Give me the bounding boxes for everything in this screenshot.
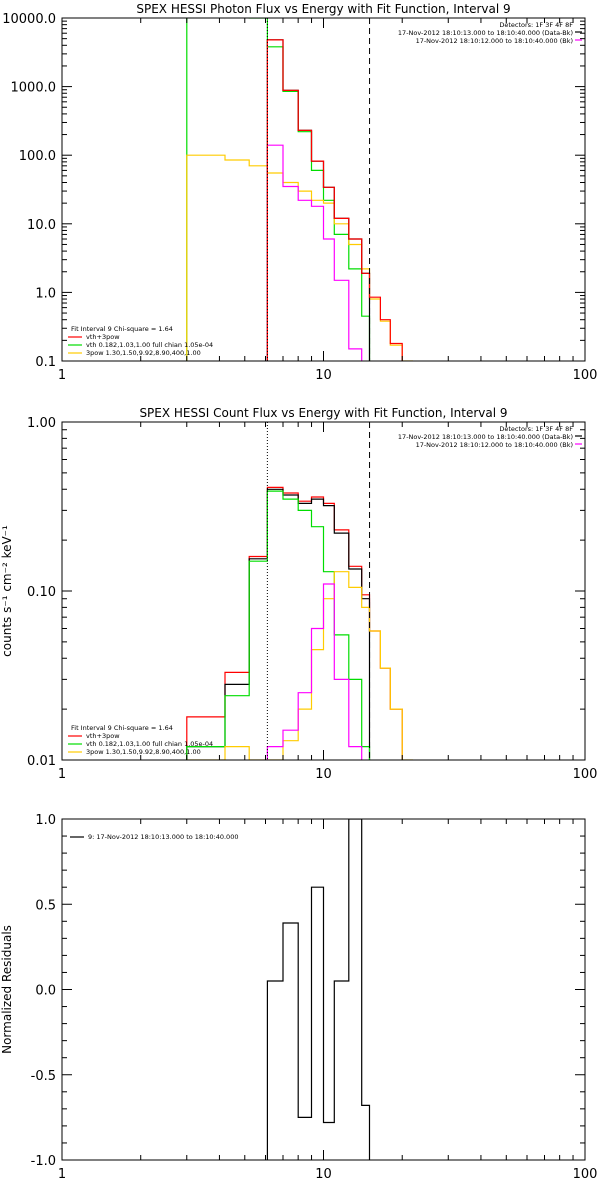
y-tick-label: 10.0 (27, 218, 56, 233)
legend-label: 9: 17-Nov-2012 18:10:13.000 to 18:10:40.… (88, 833, 238, 841)
series-line-2 (186, 154, 413, 361)
series-line-5 (266, 583, 363, 760)
x-tick-label: 10 (315, 368, 332, 383)
y-tick-label: 0.0 (35, 984, 56, 999)
series-line-2 (186, 488, 371, 760)
detector-header-line: Detectors: 1F 3F 4F 8F (499, 425, 573, 433)
y-axis-label: counts s⁻¹ cm⁻² keV⁻¹ (0, 525, 14, 657)
y-tick-label: 1.00 (27, 416, 56, 431)
y-tick-label: 1.0 (35, 813, 56, 828)
y-tick-label: 0.10 (27, 585, 56, 600)
legend-label: 3pow 1.30,1.50,9.92,8.90,400,1.00 (86, 748, 201, 756)
y-tick-label: 0.1 (35, 355, 56, 370)
x-tick-label: 100 (573, 1167, 598, 1182)
series-group (186, 18, 413, 361)
y-tick-label: 10000.0 (2, 12, 56, 27)
detector-header-line: 17-Nov-2012 18:10:12.000 to 18:10:40.000… (416, 441, 573, 449)
detector-header-line: 17-Nov-2012 18:10:12.000 to 18:10:40.000… (416, 37, 573, 45)
detector-header-line: 17-Nov-2012 18:10:13.000 to 18:10:40.000… (398, 29, 573, 37)
y-tick-label: -1.0 (31, 1154, 56, 1169)
chart-panel-2: SPEX HESSI Count Flux vs Energy with Fit… (0, 406, 597, 782)
series-line-1 (266, 819, 371, 1160)
y-tick-label: 100.0 (19, 149, 56, 164)
chart-panel-3: Normalized Residuals 1 10 100 -1.0 -0.5 0.0 0.5… (0, 813, 597, 1182)
detector-header-line: 17-Nov-2012 18:10:13.000 to 18:10:40.000… (398, 433, 573, 441)
detector-header-line: Detectors: 1F 3F 4F 8F (499, 21, 573, 29)
y-tick-label: 1.0 (35, 286, 56, 301)
series-line-3 (266, 144, 363, 361)
series-line-5 (266, 39, 403, 361)
chart-panel-1: SPEX HESSI Photon Flux vs Energy with Fi… (2, 2, 598, 383)
legend-label: vth+3pow (86, 732, 120, 740)
x-tick-label: 100 (573, 368, 598, 383)
x-tick-label: 1 (58, 368, 66, 383)
chart-title: SPEX HESSI Photon Flux vs Energy with Fi… (136, 2, 510, 16)
chart-title: SPEX HESSI Count Flux vs Energy with Fit… (139, 406, 507, 420)
series-line-3 (186, 490, 371, 760)
y-tick-label: 1000.0 (11, 81, 57, 96)
x-tick-label: 100 (573, 767, 598, 782)
legend-label: vth 0.182,1.03,1.00 full chian 1.05e-04 (86, 341, 213, 349)
x-tick-label: 1 (58, 767, 66, 782)
y-tick-label: 0.5 (35, 898, 56, 913)
series-line-4 (186, 571, 413, 760)
y-axis-label: Normalized Residuals (0, 925, 14, 1054)
y-tick-label: 0.01 (27, 754, 56, 769)
series-group (186, 486, 413, 760)
series-line-1 (186, 18, 371, 361)
series-group (266, 819, 371, 1160)
fit-legend-header: Fit Interval 9 Chi-square = 1.64 (71, 325, 173, 333)
legend-label: vth 0.182,1.03,1.00 full chian 1.05e-04 (86, 740, 213, 748)
x-tick-label: 10 (315, 1167, 332, 1182)
y-tick-label: -0.5 (31, 1069, 56, 1084)
x-tick-label: 1 (58, 1167, 66, 1182)
x-tick-label: 10 (315, 767, 332, 782)
fit-legend-header: Fit Interval 9 Chi-square = 1.64 (71, 724, 173, 732)
legend-label: 3pow 1.30,1.50,9.92,8.90,400,1.00 (86, 349, 201, 357)
legend-label: vth+3pow (86, 333, 120, 341)
